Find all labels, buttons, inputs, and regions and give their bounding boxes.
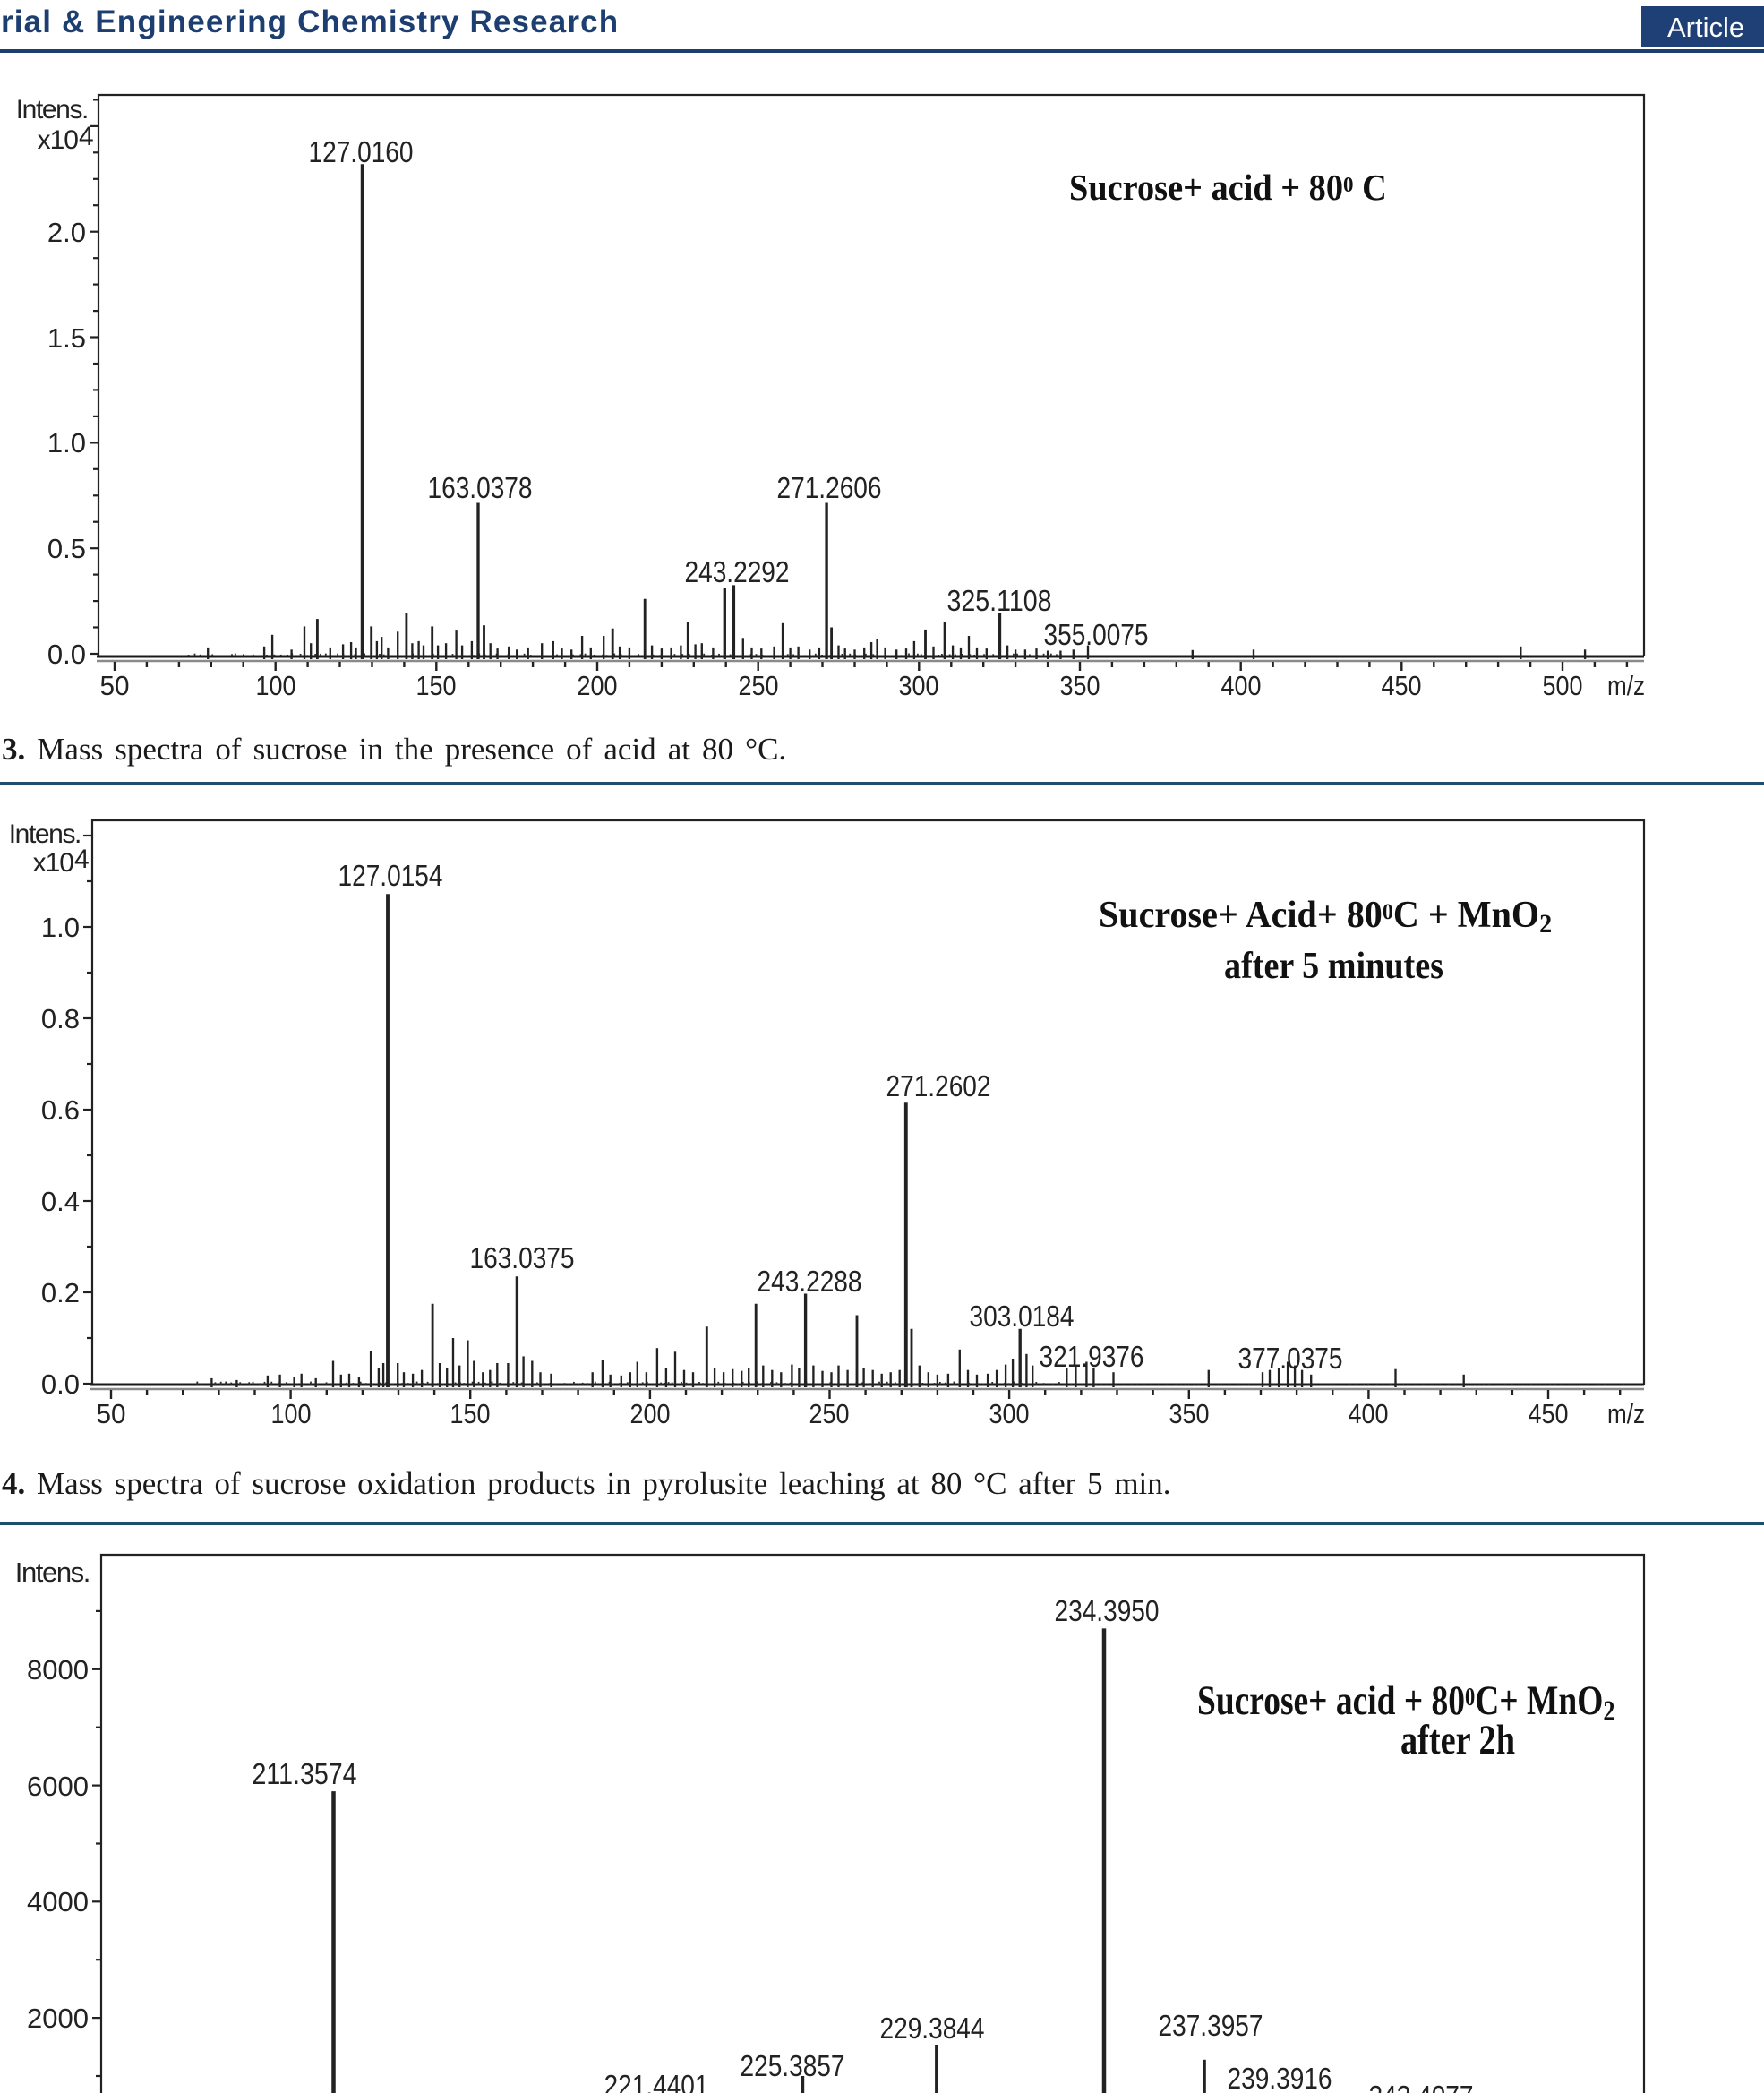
svg-text:355.0075: 355.0075 xyxy=(1044,618,1149,651)
svg-text:2.0: 2.0 xyxy=(47,217,86,248)
svg-text:100: 100 xyxy=(271,1398,312,1429)
svg-text:243.2288: 243.2288 xyxy=(758,1265,862,1298)
svg-text:150: 150 xyxy=(450,1398,491,1429)
svg-text:Intens.: Intens. xyxy=(9,819,81,849)
svg-text:m/z: m/z xyxy=(1607,1398,1645,1429)
svg-text:237.3957: 237.3957 xyxy=(1159,2009,1263,2042)
svg-text:271.2606: 271.2606 xyxy=(777,471,882,504)
svg-text:350: 350 xyxy=(1060,670,1100,701)
svg-text:163.0375: 163.0375 xyxy=(470,1241,575,1274)
svg-text:x10: x10 xyxy=(33,848,74,878)
svg-text:400: 400 xyxy=(1221,670,1262,701)
svg-text:250: 250 xyxy=(809,1398,850,1429)
svg-text:50: 50 xyxy=(100,670,130,701)
svg-text:234.3950: 234.3950 xyxy=(1055,1594,1160,1627)
svg-text:0.0: 0.0 xyxy=(47,639,86,670)
svg-text:225.3857: 225.3857 xyxy=(741,2049,845,2082)
svg-text:4000: 4000 xyxy=(27,1886,89,1917)
svg-text:0.0: 0.0 xyxy=(41,1368,80,1400)
svg-text:450: 450 xyxy=(1529,1398,1569,1429)
svg-text:0.8: 0.8 xyxy=(41,1003,80,1034)
svg-text:2000: 2000 xyxy=(27,2003,89,2034)
svg-text:350: 350 xyxy=(1169,1398,1210,1429)
svg-text:1.0: 1.0 xyxy=(41,912,80,943)
svg-text:1.5: 1.5 xyxy=(47,322,86,354)
svg-text:211.3574: 211.3574 xyxy=(253,1757,357,1790)
svg-text:x10: x10 xyxy=(38,125,79,155)
svg-text:150: 150 xyxy=(416,670,457,701)
svg-text:127.0154: 127.0154 xyxy=(338,859,443,892)
svg-text:450: 450 xyxy=(1382,670,1422,701)
svg-text:200: 200 xyxy=(578,670,618,701)
svg-text:243.2292: 243.2292 xyxy=(685,555,790,588)
svg-text:229.3844: 229.3844 xyxy=(880,2012,985,2045)
svg-text:239.3916: 239.3916 xyxy=(1228,2062,1332,2093)
svg-text:127.0160: 127.0160 xyxy=(309,135,414,168)
svg-text:303.0184: 303.0184 xyxy=(970,1300,1075,1333)
svg-text:0.5: 0.5 xyxy=(47,533,86,564)
svg-text:0.4: 0.4 xyxy=(41,1186,80,1217)
svg-text:377.0375: 377.0375 xyxy=(1238,1342,1343,1375)
svg-text:200: 200 xyxy=(630,1398,671,1429)
svg-text:242.4077: 242.4077 xyxy=(1369,2080,1474,2093)
svg-text:4: 4 xyxy=(79,122,94,151)
svg-text:100: 100 xyxy=(256,670,296,701)
svg-text:163.0378: 163.0378 xyxy=(428,471,533,504)
svg-text:Intens.: Intens. xyxy=(16,95,88,124)
svg-text:0.6: 0.6 xyxy=(41,1094,80,1126)
svg-text:50: 50 xyxy=(97,1398,126,1429)
svg-text:1.0: 1.0 xyxy=(47,427,86,459)
svg-text:325.1108: 325.1108 xyxy=(947,584,1052,617)
svg-text:221.4401: 221.4401 xyxy=(604,2069,709,2093)
svg-text:m/z: m/z xyxy=(1607,670,1645,701)
svg-text:6000: 6000 xyxy=(27,1771,89,1802)
svg-text:300: 300 xyxy=(989,1398,1030,1429)
svg-text:400: 400 xyxy=(1349,1398,1389,1429)
svg-text:271.2602: 271.2602 xyxy=(886,1069,991,1102)
svg-text:Intens.: Intens. xyxy=(15,1557,90,1588)
svg-text:0.2: 0.2 xyxy=(41,1277,80,1308)
svg-text:500: 500 xyxy=(1543,670,1583,701)
svg-text:8000: 8000 xyxy=(27,1654,89,1686)
svg-text:4: 4 xyxy=(74,845,90,874)
svg-text:250: 250 xyxy=(739,670,779,701)
svg-text:300: 300 xyxy=(899,670,939,701)
svg-text:321.9376: 321.9376 xyxy=(1040,1340,1144,1373)
